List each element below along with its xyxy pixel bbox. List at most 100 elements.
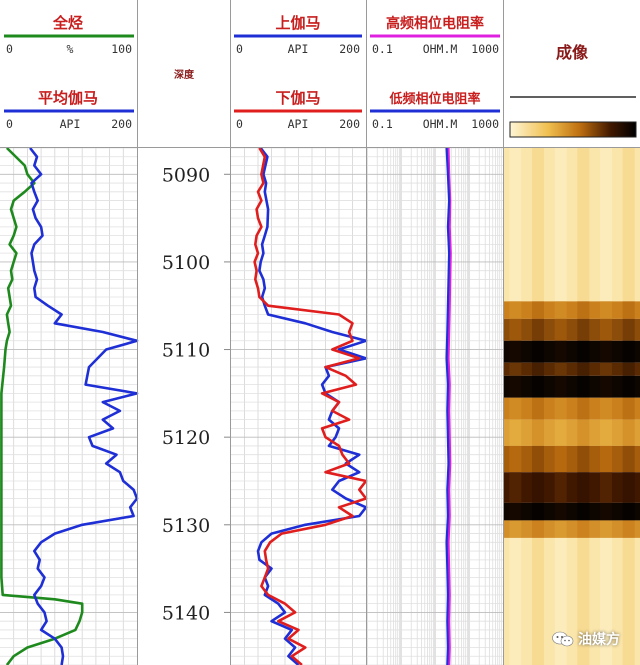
image-texture bbox=[509, 419, 522, 446]
image-texture bbox=[509, 340, 522, 363]
image-texture bbox=[600, 419, 612, 446]
image-band bbox=[504, 472, 640, 503]
lower-gamma-title: 下伽马 bbox=[275, 89, 320, 107]
depth-axis: 5090 5100 5110 5120 5130 5140 bbox=[162, 164, 231, 624]
image-texture bbox=[622, 148, 635, 302]
image-texture bbox=[622, 502, 635, 521]
image-texture bbox=[509, 537, 522, 665]
depth-tick-label: 5100 bbox=[162, 252, 210, 274]
image-texture bbox=[509, 445, 522, 473]
image-texture bbox=[532, 445, 544, 473]
image-track bbox=[504, 148, 640, 665]
image-band bbox=[504, 419, 640, 446]
image-texture bbox=[600, 318, 612, 341]
image-texture bbox=[622, 340, 635, 363]
lower-gamma-unit: API bbox=[288, 117, 309, 131]
image-texture bbox=[600, 445, 612, 473]
lf-resistivity-title: 低频相位电阻率 bbox=[388, 91, 480, 107]
image-texture bbox=[577, 148, 590, 302]
image-texture bbox=[532, 340, 544, 363]
curve-3 bbox=[256, 147, 368, 665]
image-texture bbox=[532, 472, 544, 503]
image-texture bbox=[554, 419, 567, 446]
image-texture bbox=[600, 397, 612, 420]
lf-resistivity-min: 0.1 bbox=[372, 117, 393, 131]
total-hydrocarbon-max: 100 bbox=[111, 42, 132, 56]
lower-gamma-max: 200 bbox=[339, 117, 360, 131]
image-texture bbox=[600, 520, 612, 538]
image-band bbox=[504, 362, 640, 376]
average-gamma-min: 0 bbox=[6, 117, 13, 131]
image-texture bbox=[532, 318, 544, 341]
image-texture bbox=[622, 419, 635, 446]
image-texture bbox=[554, 375, 567, 398]
image-band bbox=[504, 148, 640, 302]
image-texture bbox=[600, 148, 612, 302]
image-band bbox=[504, 520, 640, 538]
image-texture bbox=[600, 472, 612, 503]
image-texture bbox=[600, 362, 612, 376]
image-band bbox=[504, 301, 640, 319]
image-band bbox=[504, 340, 640, 363]
hf-resistivity-max: 1000 bbox=[471, 42, 499, 56]
hf-resistivity-title: 高频相位电阻率 bbox=[386, 15, 484, 32]
upper-gamma-min: 0 bbox=[236, 42, 243, 56]
image-texture bbox=[554, 397, 567, 420]
depth-tick-label: 5110 bbox=[162, 340, 210, 362]
image-texture bbox=[509, 397, 522, 420]
image-texture bbox=[600, 301, 612, 319]
image-texture bbox=[600, 375, 612, 398]
average-gamma-title: 平均伽马 bbox=[38, 89, 98, 107]
wechat-icon bbox=[552, 631, 574, 647]
upper-gamma-unit: API bbox=[288, 42, 309, 56]
image-texture bbox=[509, 520, 522, 538]
image-texture bbox=[577, 397, 590, 420]
total-hydrocarbon-title: 全烃 bbox=[52, 14, 83, 32]
image-texture bbox=[532, 301, 544, 319]
image-band bbox=[504, 445, 640, 473]
lower-gamma-min: 0 bbox=[236, 117, 243, 131]
watermark-text: 油媒方 bbox=[578, 632, 620, 648]
image-texture bbox=[622, 537, 635, 665]
hf-resistivity-min: 0.1 bbox=[372, 42, 393, 56]
image-texture bbox=[622, 397, 635, 420]
image-texture bbox=[509, 148, 522, 302]
image-track-title: 成像 bbox=[556, 43, 589, 62]
image-texture bbox=[622, 445, 635, 473]
curve-2 bbox=[29, 147, 139, 665]
image-texture bbox=[577, 537, 590, 665]
image-texture bbox=[577, 340, 590, 363]
image-colorbar bbox=[509, 121, 637, 138]
lf-resistivity-max: 1000 bbox=[471, 117, 499, 131]
image-texture bbox=[509, 301, 522, 319]
image-texture bbox=[622, 362, 635, 376]
image-texture bbox=[532, 419, 544, 446]
depth-tick-label: 5130 bbox=[162, 515, 210, 537]
image-texture bbox=[532, 375, 544, 398]
image-texture bbox=[622, 301, 635, 319]
image-texture bbox=[577, 301, 590, 319]
image-band bbox=[504, 375, 640, 398]
image-texture bbox=[532, 362, 544, 376]
image-texture bbox=[577, 472, 590, 503]
image-texture bbox=[554, 445, 567, 473]
upper-gamma-max: 200 bbox=[339, 42, 360, 56]
image-texture bbox=[554, 472, 567, 503]
image-band bbox=[504, 318, 640, 341]
depth-tick-label: 5090 bbox=[162, 164, 210, 186]
image-texture bbox=[577, 445, 590, 473]
watermark: 油媒方 bbox=[552, 629, 620, 649]
upper-gamma-title: 上伽马 bbox=[275, 14, 320, 32]
image-texture bbox=[577, 318, 590, 341]
image-texture bbox=[509, 362, 522, 376]
image-texture bbox=[622, 472, 635, 503]
average-gamma-unit: API bbox=[60, 117, 81, 131]
image-band bbox=[504, 502, 640, 521]
image-texture bbox=[532, 148, 544, 302]
image-texture bbox=[554, 148, 567, 302]
depth-tick-label: 5140 bbox=[162, 602, 210, 624]
curve-1 bbox=[0, 147, 84, 665]
image-texture bbox=[577, 502, 590, 521]
